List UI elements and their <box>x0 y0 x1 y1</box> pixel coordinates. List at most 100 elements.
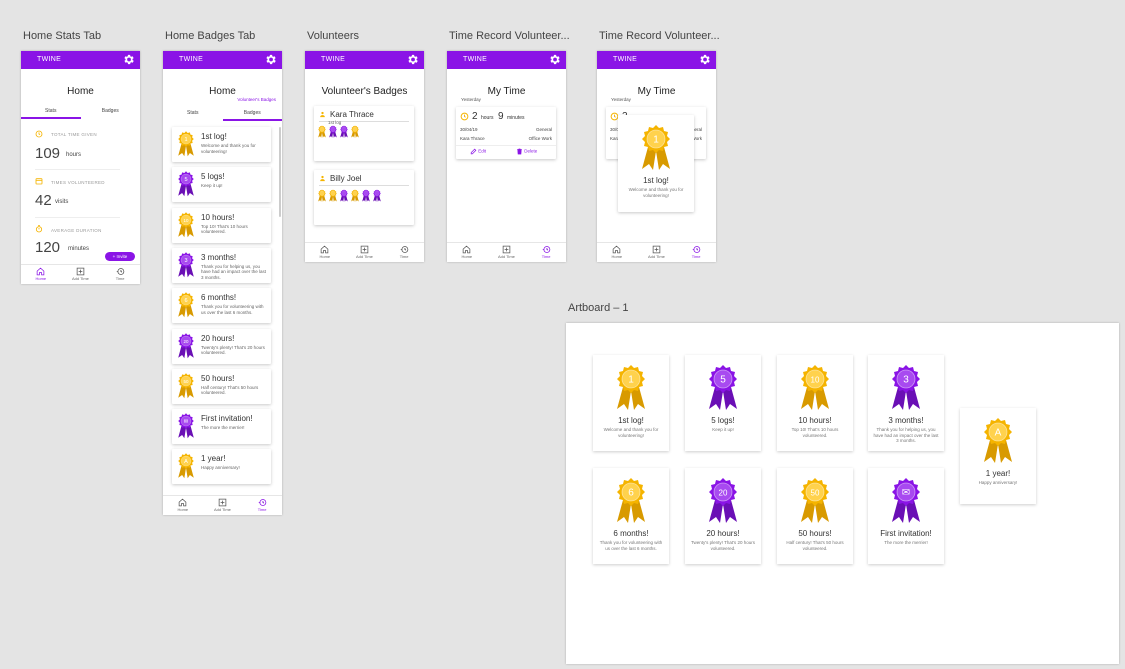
badge-gallery-card[interactable]: ✉ First invitation! The more the merrier! <box>868 468 944 564</box>
volunteer-card[interactable]: Kara Thrace 1st log <box>314 106 414 161</box>
time-log-card[interactable]: 2 hours 9 minutes 30/04/19 General Kara … <box>456 107 556 159</box>
badge-list-item[interactable]: 6 6 months! Thank you for volunteering wit… <box>172 288 271 324</box>
badge-desc: Half century! That's 50 hours volunteere… <box>201 384 259 396</box>
nav-time[interactable]: Time <box>242 498 282 512</box>
badge-gallery-card[interactable]: 5 5 logs! Keep it up! <box>685 355 761 451</box>
popup-desc: Welcome and thank you for volunteering! <box>628 187 684 198</box>
badge-earned-popup[interactable]: 1 1st log! Welcome and thank you for vol… <box>618 115 694 212</box>
svg-text:5: 5 <box>184 177 187 183</box>
badge-desc: Half century! That's 50 hours volunteere… <box>786 540 844 551</box>
app-bar: TWINE <box>21 51 140 69</box>
nav-time-label: Time <box>257 507 267 512</box>
divider <box>319 121 409 122</box>
badge-gallery-card[interactable]: 20 20 hours! Twenty's plenty! That's 20 ho… <box>685 468 761 564</box>
badge-gallery-card[interactable]: 10 10 hours! Top 10! That's 10 hours volun… <box>777 355 853 451</box>
nav-time[interactable]: Time <box>676 245 716 259</box>
history-icon <box>258 499 266 506</box>
stat-value-average-duration: 120 <box>35 239 61 256</box>
mini-medal-icon <box>350 189 360 207</box>
settings-gear-icon[interactable] <box>122 53 135 66</box>
nav-add-time-label: Add Time <box>355 254 373 259</box>
badge-list-item[interactable]: A 1 year! Happy anniversary! <box>172 449 271 485</box>
svg-text:A: A <box>184 459 188 465</box>
medal-icon: A <box>980 416 1016 464</box>
medal-icon: 20 <box>176 332 196 364</box>
settings-gear-icon[interactable] <box>406 53 419 66</box>
svg-text:6: 6 <box>184 298 187 304</box>
scrollbar[interactable] <box>279 127 281 217</box>
nav-time[interactable]: Time <box>526 245 566 259</box>
badge-list-item[interactable]: ✉ First invitation! The more the merrier! <box>172 409 271 445</box>
tab-badges[interactable]: Badges <box>101 108 119 114</box>
badge-title: 6 months! <box>201 293 237 303</box>
volunteer-name: Billy Joel <box>330 174 362 183</box>
nav-add-time-label: Add Time <box>213 507 231 512</box>
artboard-title-time-record-2: Time Record Volunteer... <box>599 30 720 42</box>
badge-title: 50 hours! <box>201 373 235 383</box>
mini-medal-icon <box>328 125 338 143</box>
nav-home-label: Home <box>461 254 473 259</box>
nav-home[interactable]: Home <box>305 245 345 259</box>
nav-time[interactable]: Time <box>100 267 140 281</box>
nav-home[interactable]: Home <box>447 245 487 259</box>
nav-add-time[interactable]: Add Time <box>61 267 101 281</box>
badge-list-item[interactable]: 10 10 hours! Top 10! That's 10 hours volun… <box>172 207 271 243</box>
svg-text:A: A <box>995 428 1002 439</box>
medal-icon: 50 <box>176 372 196 404</box>
badge-gallery-card[interactable]: 50 50 hours! Half century! That's 50 hours… <box>777 468 853 564</box>
nav-add-time[interactable]: Add Time <box>203 498 243 512</box>
badge-list-item[interactable]: 5 5 logs! Keep it up! <box>172 167 271 203</box>
edit-label: Edit <box>478 148 487 154</box>
medal-icon: A <box>176 452 196 484</box>
nav-add-time[interactable]: Add Time <box>487 245 527 259</box>
edit-button[interactable]: Edit <box>470 148 486 155</box>
artboard-title-artboard-1: Artboard – 1 <box>568 302 629 314</box>
volunteers-badges-link[interactable]: Volunteer's Badges <box>237 97 276 102</box>
badge-title: 1 year! <box>985 469 1011 478</box>
home-tabs: Stats Badges <box>21 105 140 119</box>
badge-title: 10 hours! <box>201 212 235 222</box>
nav-add-time[interactable]: Add Time <box>345 245 385 259</box>
badge-gallery-card[interactable]: 1 1st log! Welcome and thank you for volun… <box>593 355 669 451</box>
badge-list-item[interactable]: 3 3 months! Thank you for helping us, you … <box>172 247 271 283</box>
home-stats-screen: TWINE Home Stats Badges TOTAL TIME GIVEN… <box>21 51 140 284</box>
badge-title: 3 months! <box>888 416 924 425</box>
volunteer-medal-row <box>317 189 383 207</box>
badge-desc: Keep it up! <box>712 427 734 432</box>
invite-button[interactable]: + Invite <box>105 252 135 261</box>
tab-stats[interactable]: Stats <box>187 110 199 116</box>
medal-icon: 1 <box>176 130 196 162</box>
badge-gallery-card[interactable]: 6 6 months! Thank you for volunteering wit… <box>593 468 669 564</box>
stat-label-total-time: TOTAL TIME GIVEN <box>51 132 97 137</box>
badge-title: 1st log! <box>618 416 644 425</box>
history-icon <box>692 246 700 253</box>
volunteer-card[interactable]: Billy Joel <box>314 170 414 225</box>
log-minutes-unit: minutes <box>507 115 525 121</box>
trash-icon <box>517 148 522 155</box>
tab-stats[interactable]: Stats <box>21 105 81 119</box>
settings-gear-icon[interactable] <box>698 53 711 66</box>
svg-text:10: 10 <box>184 218 189 223</box>
nav-add-time[interactable]: Add Time <box>637 245 677 259</box>
badge-gallery-card[interactable]: A 1 year! Happy anniversary! <box>960 408 1036 504</box>
badge-list-item[interactable]: 50 50 hours! Half century! That's 50 hours… <box>172 368 271 404</box>
svg-text:50: 50 <box>184 379 189 384</box>
badge-list-item[interactable]: 20 20 hours! Twenty's plenty! That's 20 ho… <box>172 328 271 364</box>
nav-home[interactable]: Home <box>163 498 203 512</box>
tab-badges[interactable]: Badges <box>222 107 282 121</box>
app-brand: TWINE <box>463 56 488 63</box>
medal-icon: 10 <box>176 211 196 243</box>
settings-gear-icon[interactable] <box>264 53 277 66</box>
nav-time[interactable]: Time <box>384 245 424 259</box>
delete-button[interactable]: Delete <box>516 148 537 155</box>
badge-list-item[interactable]: 1 1st log! Welcome and thank you for volun… <box>172 127 271 162</box>
clock-icon <box>460 112 469 121</box>
page-title: Home <box>67 86 94 97</box>
history-icon <box>116 268 124 275</box>
nav-home[interactable]: Home <box>21 267 61 281</box>
badge-gallery-card[interactable]: 3 3 months! Thank you for helping us, you … <box>868 355 944 451</box>
badge-title: 50 hours! <box>798 529 832 538</box>
svg-text:50: 50 <box>811 489 820 498</box>
nav-home[interactable]: Home <box>597 245 637 259</box>
settings-gear-icon[interactable] <box>548 53 561 66</box>
